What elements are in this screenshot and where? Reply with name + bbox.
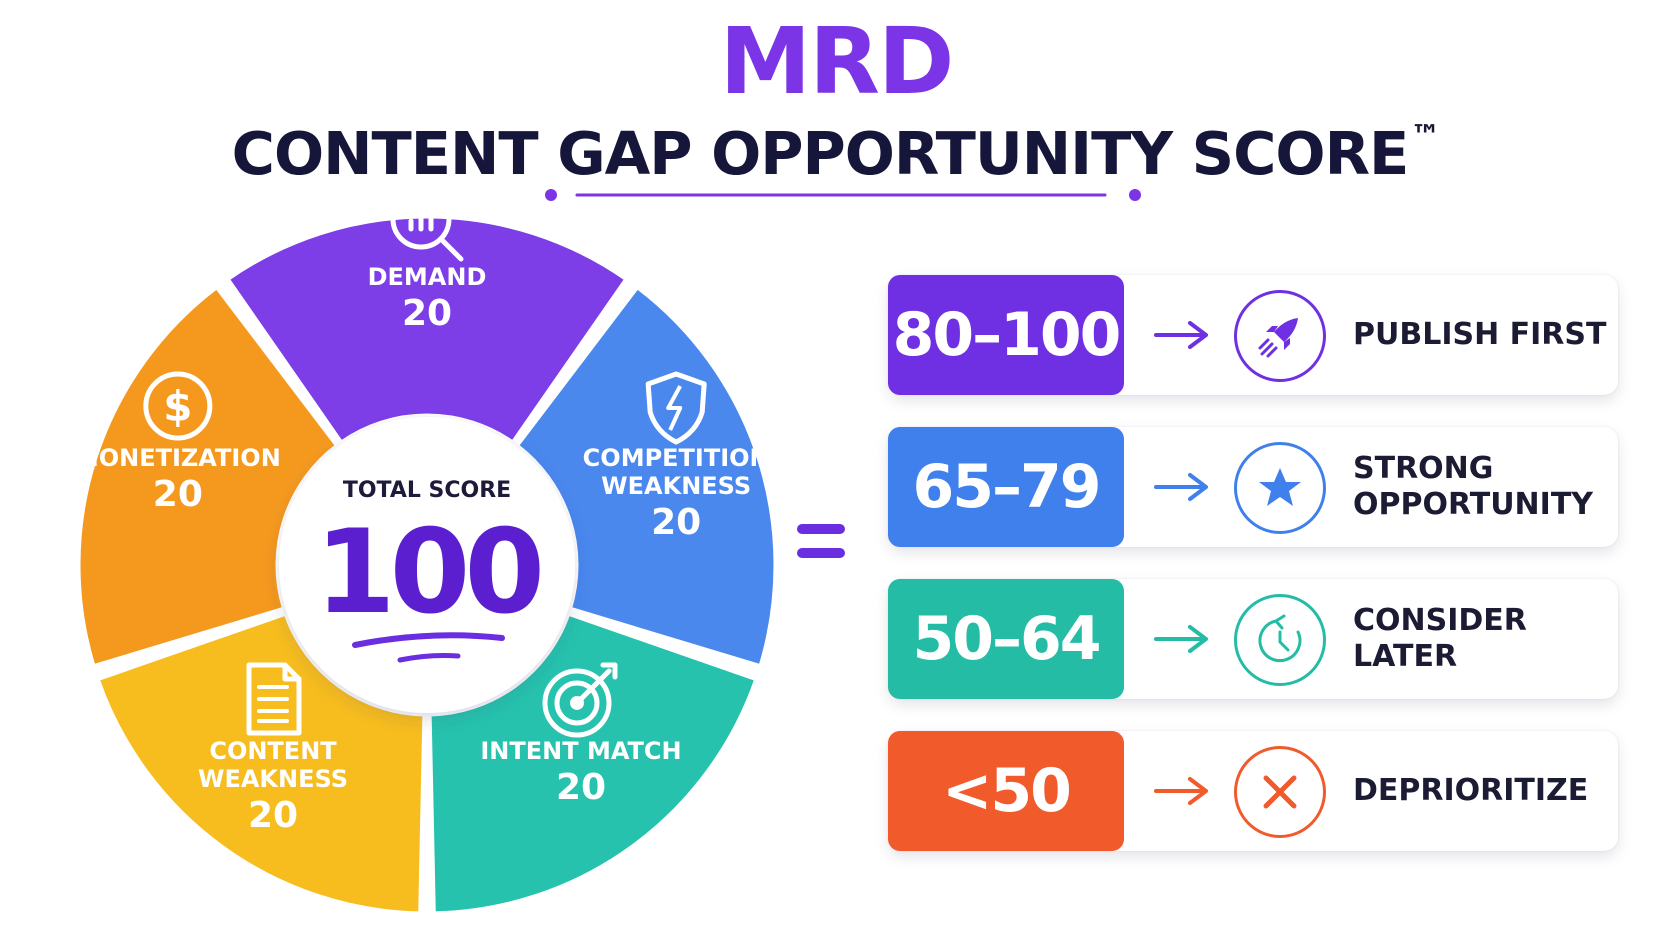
target-icon [542, 662, 618, 738]
tier-range: 65–79 [888, 427, 1124, 547]
arrow-right-icon [1154, 321, 1208, 349]
arrow-right-icon [1154, 777, 1208, 805]
magnifier-chart-icon [390, 188, 464, 262]
tier-row: 50–64 CONSIDER LATER [888, 579, 1618, 699]
segment-points: 20 [402, 293, 452, 334]
segment-points: 20 [651, 502, 701, 543]
segment-intent [428, 612, 758, 915]
shield-icon [645, 371, 707, 445]
segment-points: 20 [248, 795, 298, 836]
segment-content [96, 612, 426, 915]
title-text: CONTENT GAP OPPORTUNITY SCORE [231, 119, 1410, 188]
arrow-right-icon [1154, 473, 1208, 501]
segment-label: CONTENT [209, 737, 337, 765]
total-score-value: 100 [315, 505, 540, 640]
clock-icon [1234, 594, 1326, 686]
tier-range: <50 [888, 731, 1124, 851]
segment-label: INTENT MATCH [480, 737, 681, 765]
segment-demand [226, 215, 628, 444]
x-icon [1234, 746, 1326, 838]
star-icon [1234, 442, 1326, 534]
title-divider [545, 189, 1141, 201]
rocket-icon [1234, 290, 1326, 382]
tier-range: 50–64 [888, 579, 1124, 699]
segment-label: WEAKNESS [198, 765, 348, 793]
tier-action: DEPRIORITIZE [1353, 773, 1589, 808]
tier-row: 65–79 STRONG OPPORTUNITY [888, 427, 1618, 547]
tier-action: PUBLISH FIRST [1353, 317, 1607, 352]
tier-row: 80–100 PUBLISH FIRST [888, 275, 1618, 395]
trademark-symbol: ™ [1410, 119, 1441, 154]
segment-monetization [77, 285, 339, 668]
segment-points: 20 [556, 767, 606, 808]
arrow-right-icon [1154, 625, 1208, 653]
dollar-icon: $ [143, 371, 213, 441]
tier-action: STRONG OPPORTUNITY [1353, 451, 1594, 522]
page-title: CONTENT GAP OPPORTUNITY SCORE™ [0, 100, 1672, 191]
segment-points: 20 [153, 474, 203, 515]
underline-stroke [397, 653, 461, 663]
tier-action: CONSIDER LATER [1353, 603, 1527, 674]
segment-label: MONETIZATION [75, 444, 281, 472]
underline-stroke [352, 632, 505, 648]
equals-sign [797, 524, 845, 558]
svg-text:$: $ [163, 382, 192, 431]
segment-label: WEAKNESS [601, 472, 751, 500]
brand-title: MRD [719, 8, 955, 115]
tier-range: 80–100 [888, 275, 1124, 395]
tier-row: <50 DEPRIORITIZE [888, 731, 1618, 851]
segment-label: COMPETITION [583, 444, 770, 472]
document-icon [246, 662, 302, 736]
segment-label: DEMAND [368, 263, 487, 291]
segment-competition [515, 285, 777, 668]
total-score-label: TOTAL SCORE [343, 478, 511, 503]
